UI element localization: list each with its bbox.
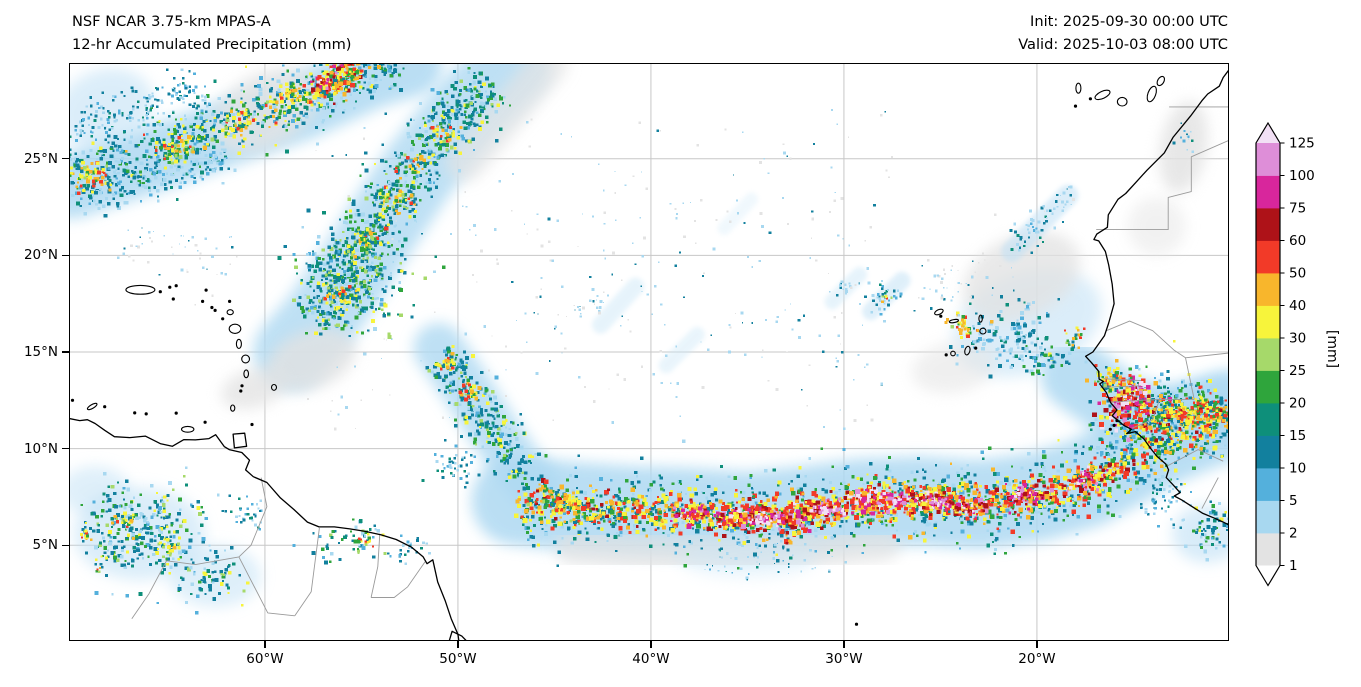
x-tick-label: 50°W <box>439 651 477 667</box>
y-tick-label: 5°N <box>32 537 58 554</box>
x-tick-mark <box>457 641 459 648</box>
init-time: Init: 2025-09-30 00:00 UTC <box>1030 13 1228 30</box>
colorbar-unit-label: [mm] <box>1324 329 1340 369</box>
colorbar-tick-label: 125 <box>1289 136 1315 152</box>
precipitation-map <box>70 64 1228 640</box>
valid-time: Valid: 2025-10-03 08:00 UTC <box>1018 35 1228 53</box>
colorbar-tick-label: 2 <box>1289 526 1298 542</box>
x-tick-mark <box>843 641 845 648</box>
model-name: NSF NCAR 3.75-km MPAS-A <box>72 13 271 30</box>
plot-title: 12-hr Accumulated Precipitation (mm) <box>72 35 352 53</box>
x-tick-mark <box>650 641 652 648</box>
y-tick-mark <box>62 447 69 450</box>
x-tick-label: 60°W <box>246 651 284 667</box>
colorbar-tick-label: 40 <box>1289 298 1306 314</box>
colorbar-tick-label: 20 <box>1289 396 1306 412</box>
colorbar-tick-label: 30 <box>1289 331 1306 347</box>
map-panel <box>69 63 1229 641</box>
x-tick-mark <box>264 641 266 648</box>
x-tick-mark <box>1036 641 1038 648</box>
y-tick-label: 15°N <box>23 344 58 360</box>
y-tick-label: 10°N <box>23 440 58 457</box>
y-tick-mark <box>62 351 69 353</box>
time-block: Init: 2025-09-30 00:00 UTC Valid: 2025-1… <box>1018 11 1228 56</box>
colorbar-tick-label: 15 <box>1289 428 1306 444</box>
colorbar-tick-label: 1 <box>1289 558 1298 574</box>
y-tick-mark <box>62 158 69 160</box>
x-tick-label: 20°W <box>1018 651 1056 667</box>
colorbar-tick-label: 100 <box>1289 168 1315 184</box>
x-tick-label: 30°W <box>825 651 863 667</box>
country-borders <box>131 106 1228 619</box>
coastlines <box>70 70 1228 640</box>
colorbar-tick-label: 60 <box>1289 233 1306 249</box>
colorbar-tick-label: 5 <box>1289 493 1298 509</box>
precip-field <box>70 64 1228 615</box>
colorbar-tick-label: 50 <box>1289 266 1306 282</box>
title-block: NSF NCAR 3.75-km MPAS-A 12-hr Accumulate… <box>72 11 352 56</box>
y-tick-mark <box>62 254 69 257</box>
colorbar-tick-label: 75 <box>1289 201 1306 217</box>
colorbar-tick-label: 10 <box>1289 461 1306 477</box>
y-tick-label: 20°N <box>23 247 58 264</box>
colorbar-tick-label: 25 <box>1289 363 1306 379</box>
x-tick-label: 40°W <box>632 651 670 667</box>
y-tick-mark <box>62 544 69 546</box>
y-tick-label: 25°N <box>23 150 58 167</box>
